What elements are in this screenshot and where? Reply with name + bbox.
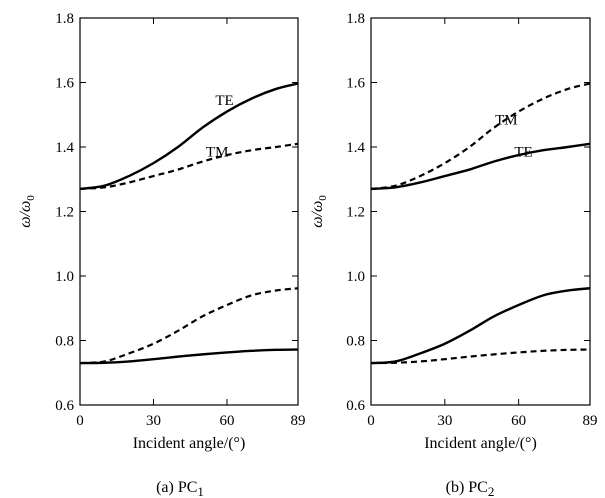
series-line-dashed-0 [370, 82, 591, 191]
annotation-label: TM [495, 112, 518, 128]
panel-caption-sub: 1 [197, 484, 204, 498]
y-tick-label: 1.0 [346, 269, 365, 285]
series-line-solid-1 [370, 142, 591, 191]
series-line-solid-0 [79, 82, 299, 191]
y-axis-title-main: ω/ω [309, 201, 326, 228]
y-tick-label: 1.6 [346, 76, 365, 92]
y-tick-label: 0.8 [55, 334, 74, 350]
y-tick-label: 1.8 [346, 11, 365, 27]
x-axis-title: Incident angle/(°) [133, 435, 246, 452]
y-tick-label: 1.8 [55, 11, 74, 27]
y-tick-label: 1.6 [55, 76, 74, 92]
y-axis-title-main: ω/ω [17, 201, 34, 228]
x-tick-label: 60 [219, 413, 234, 429]
y-tick-label: 0.8 [346, 334, 365, 350]
series-line-dashed-3 [370, 348, 591, 365]
plot-frame [370, 17, 591, 406]
y-tick-label: 0.6 [55, 398, 74, 414]
x-axis-title: Incident angle/(°) [424, 435, 537, 452]
series-line-dashed-2 [79, 287, 299, 365]
x-tick-label: 60 [511, 413, 526, 429]
x-tick-label: 89 [583, 413, 598, 429]
y-axis-title-sub: 0 [25, 195, 37, 201]
y-tick-label: 1.2 [55, 205, 74, 221]
y-axis-title: ω/ω0 [309, 195, 329, 228]
y-tick-label: 1.2 [346, 205, 365, 221]
y-tick-label: 1.4 [55, 140, 74, 156]
panel-a: 0.6 0.8 1.0 1.2 1.4 1.6 1.8 0 30 60 89 Incident ang… [17, 11, 306, 498]
x-tick-label: 0 [76, 413, 84, 429]
panel-caption-sub: 2 [488, 484, 495, 498]
panel-caption-main: (b) PC [446, 479, 488, 496]
panel-caption: (a) PC1 [156, 479, 204, 498]
x-tick-label: 89 [291, 413, 306, 429]
y-axis-title: ω/ω0 [17, 195, 37, 228]
annotation-label: TE [514, 145, 532, 161]
y-tick-label: 1.4 [346, 140, 365, 156]
series-line-dashed-1 [79, 142, 299, 191]
y-tick-label: 0.6 [346, 398, 365, 414]
series-line-solid-2 [370, 287, 591, 365]
plot-frame [79, 17, 299, 406]
panel-b: 0.6 0.8 1.0 1.2 1.4 1.6 1.8 0 30 60 89 Incident ang… [309, 11, 598, 498]
annotation-label: TM [206, 145, 229, 161]
panel-caption: (b) PC2 [446, 479, 495, 498]
y-axis-title-sub: 0 [317, 195, 329, 201]
series-line-solid-3 [79, 348, 299, 365]
panel-caption-main: (a) PC [156, 479, 197, 496]
y-tick-label: 1.0 [55, 269, 74, 285]
x-tick-label: 0 [367, 413, 375, 429]
annotation-label: TE [215, 93, 233, 109]
x-tick-label: 30 [437, 413, 452, 429]
x-tick-label: 30 [146, 413, 161, 429]
